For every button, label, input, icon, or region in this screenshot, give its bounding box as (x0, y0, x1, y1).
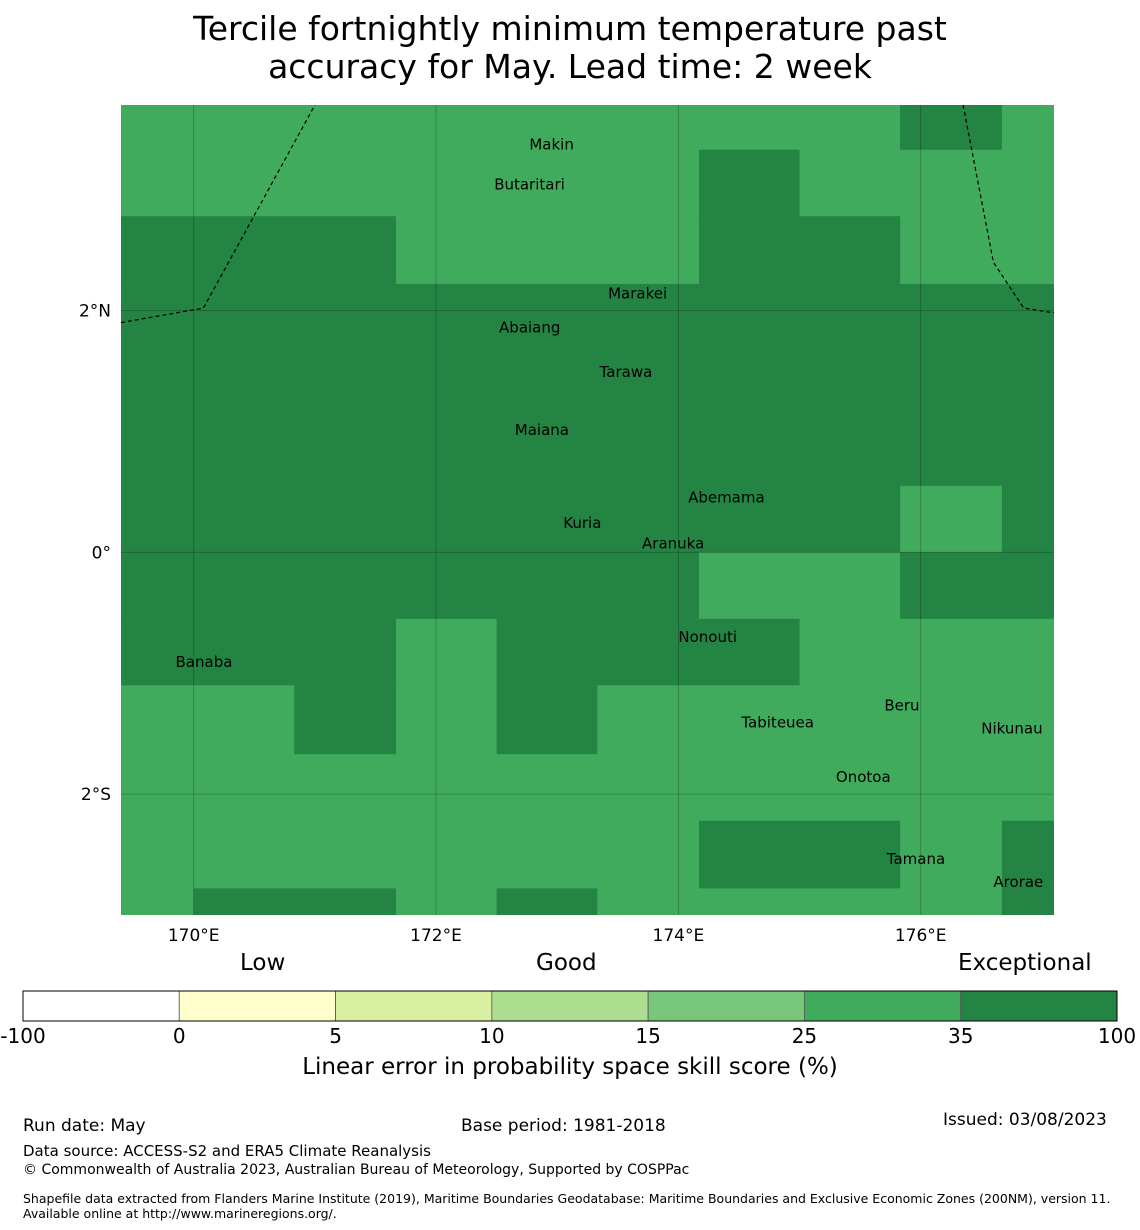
colorbar-tick: -100 (0, 1024, 46, 1048)
grid-cell-exceptional (121, 618, 397, 686)
island-label: Tamana (886, 850, 945, 868)
skill-grid (121, 105, 1054, 915)
grid-cell-exceptional (496, 685, 598, 755)
island-label: Maiana (515, 421, 569, 439)
lat-tick-label: 0° (92, 543, 111, 563)
grid-cell-exceptional (698, 820, 901, 889)
eez-boundary-line (962, 104, 1055, 314)
base-period: Base period: 1981-2018 (461, 1116, 666, 1136)
colorbar-frame (22, 990, 1118, 1022)
run-date: Run date: May (23, 1116, 146, 1136)
colorbar (22, 990, 1118, 1022)
island-label: Tabiteuea (740, 714, 814, 732)
island-label: Abaiang (499, 318, 560, 336)
island-label: Aranuka (642, 535, 704, 553)
title-line-1: Tercile fortnightly minimum temperature … (193, 9, 947, 48)
lon-tick-label: 174°E (653, 926, 705, 946)
shapefile-credit: Shapefile data extracted from Flanders M… (23, 1191, 1111, 1221)
grid-cell-exceptional (698, 216, 901, 284)
grid-cell-exceptional (698, 149, 800, 217)
island-label: Nonouti (678, 628, 737, 646)
map-title: Tercile fortnightly minimum temperature … (0, 10, 1140, 86)
grid-cell-exceptional (900, 105, 1002, 150)
colorbar-tick: 25 (791, 1024, 818, 1048)
grid-cell-exceptional (121, 552, 699, 619)
graticule (121, 105, 1054, 915)
eez-boundary-line (120, 104, 316, 324)
colorbar-bin (647, 990, 805, 1022)
legend-good-label: Good (536, 950, 597, 976)
legend-low-label: Low (240, 950, 286, 976)
lat-tick-label: 2°S (81, 785, 111, 805)
island-label: Butaritari (494, 176, 565, 194)
grid-cell-exceptional (121, 283, 1054, 553)
island-label: Arorae (993, 873, 1043, 891)
colorbar-tick: 15 (635, 1024, 661, 1048)
colorbar-bin (178, 990, 336, 1022)
lat-tick-label: 2°N (79, 302, 111, 322)
island-label: Abemama (688, 489, 765, 507)
colorbar-tick: 100 (1097, 1024, 1137, 1048)
grid-cell-exceptional (496, 888, 598, 915)
colorbar-bin (22, 990, 180, 1022)
colorbar-label: Linear error in probability space skill … (302, 1054, 838, 1080)
grid-cell-exceptional (900, 552, 1054, 619)
grid-cell-exceptional (496, 618, 800, 686)
legend-exceptional-label: Exceptional (958, 950, 1092, 976)
grid-cell-good (900, 485, 1002, 553)
island-labels: Makin Butaritari Marakei Abaiang Tarawa Maian… (176, 136, 1044, 891)
island-label: Banaba (176, 653, 233, 671)
map-canvas: Makin Butaritari Marakei Abaiang Tarawa Maian… (22, 104, 1118, 1022)
colorbar-bin (491, 990, 649, 1022)
island-label: Tarawa (599, 363, 653, 381)
colorbar-bin (960, 990, 1118, 1022)
colorbar-tick: 35 (947, 1024, 974, 1048)
grid-cell-exceptional (1001, 820, 1054, 915)
lon-tick-label: 170°E (168, 926, 220, 946)
lon-tick-label: 172°E (410, 926, 462, 946)
map-axes: 170°E 172°E 174°E 176°E 2°N 0° 2°S (79, 302, 947, 946)
title-line-2: accuracy for May. Lead time: 2 week (268, 47, 872, 86)
issued-date: Issued: 03/08/2023 (943, 1110, 1107, 1130)
colorbar-tick: 0 (172, 1024, 186, 1048)
eez-boundaries (120, 104, 1055, 324)
colorbar-bin (804, 990, 962, 1022)
grid-cell-exceptional (121, 216, 397, 284)
grid-cell-exceptional (294, 685, 397, 755)
colorbar-tick: 5 (329, 1024, 342, 1048)
grid-cell-exceptional (193, 888, 397, 915)
lon-tick-label: 176°E (895, 926, 947, 946)
island-label: Nikunau (981, 720, 1042, 738)
island-label: Onotoa (836, 768, 891, 786)
colorbar-tick: 10 (479, 1024, 505, 1048)
island-label: Marakei (608, 284, 667, 302)
island-label: Beru (884, 697, 919, 715)
island-label: Kuria (563, 514, 601, 532)
copyright: © Commonwealth of Australia 2023, Austra… (23, 1162, 690, 1178)
island-label: Makin (529, 136, 574, 154)
data-source: Data source: ACCESS-S2 and ERA5 Climate … (23, 1142, 431, 1160)
colorbar-bin (335, 990, 493, 1022)
